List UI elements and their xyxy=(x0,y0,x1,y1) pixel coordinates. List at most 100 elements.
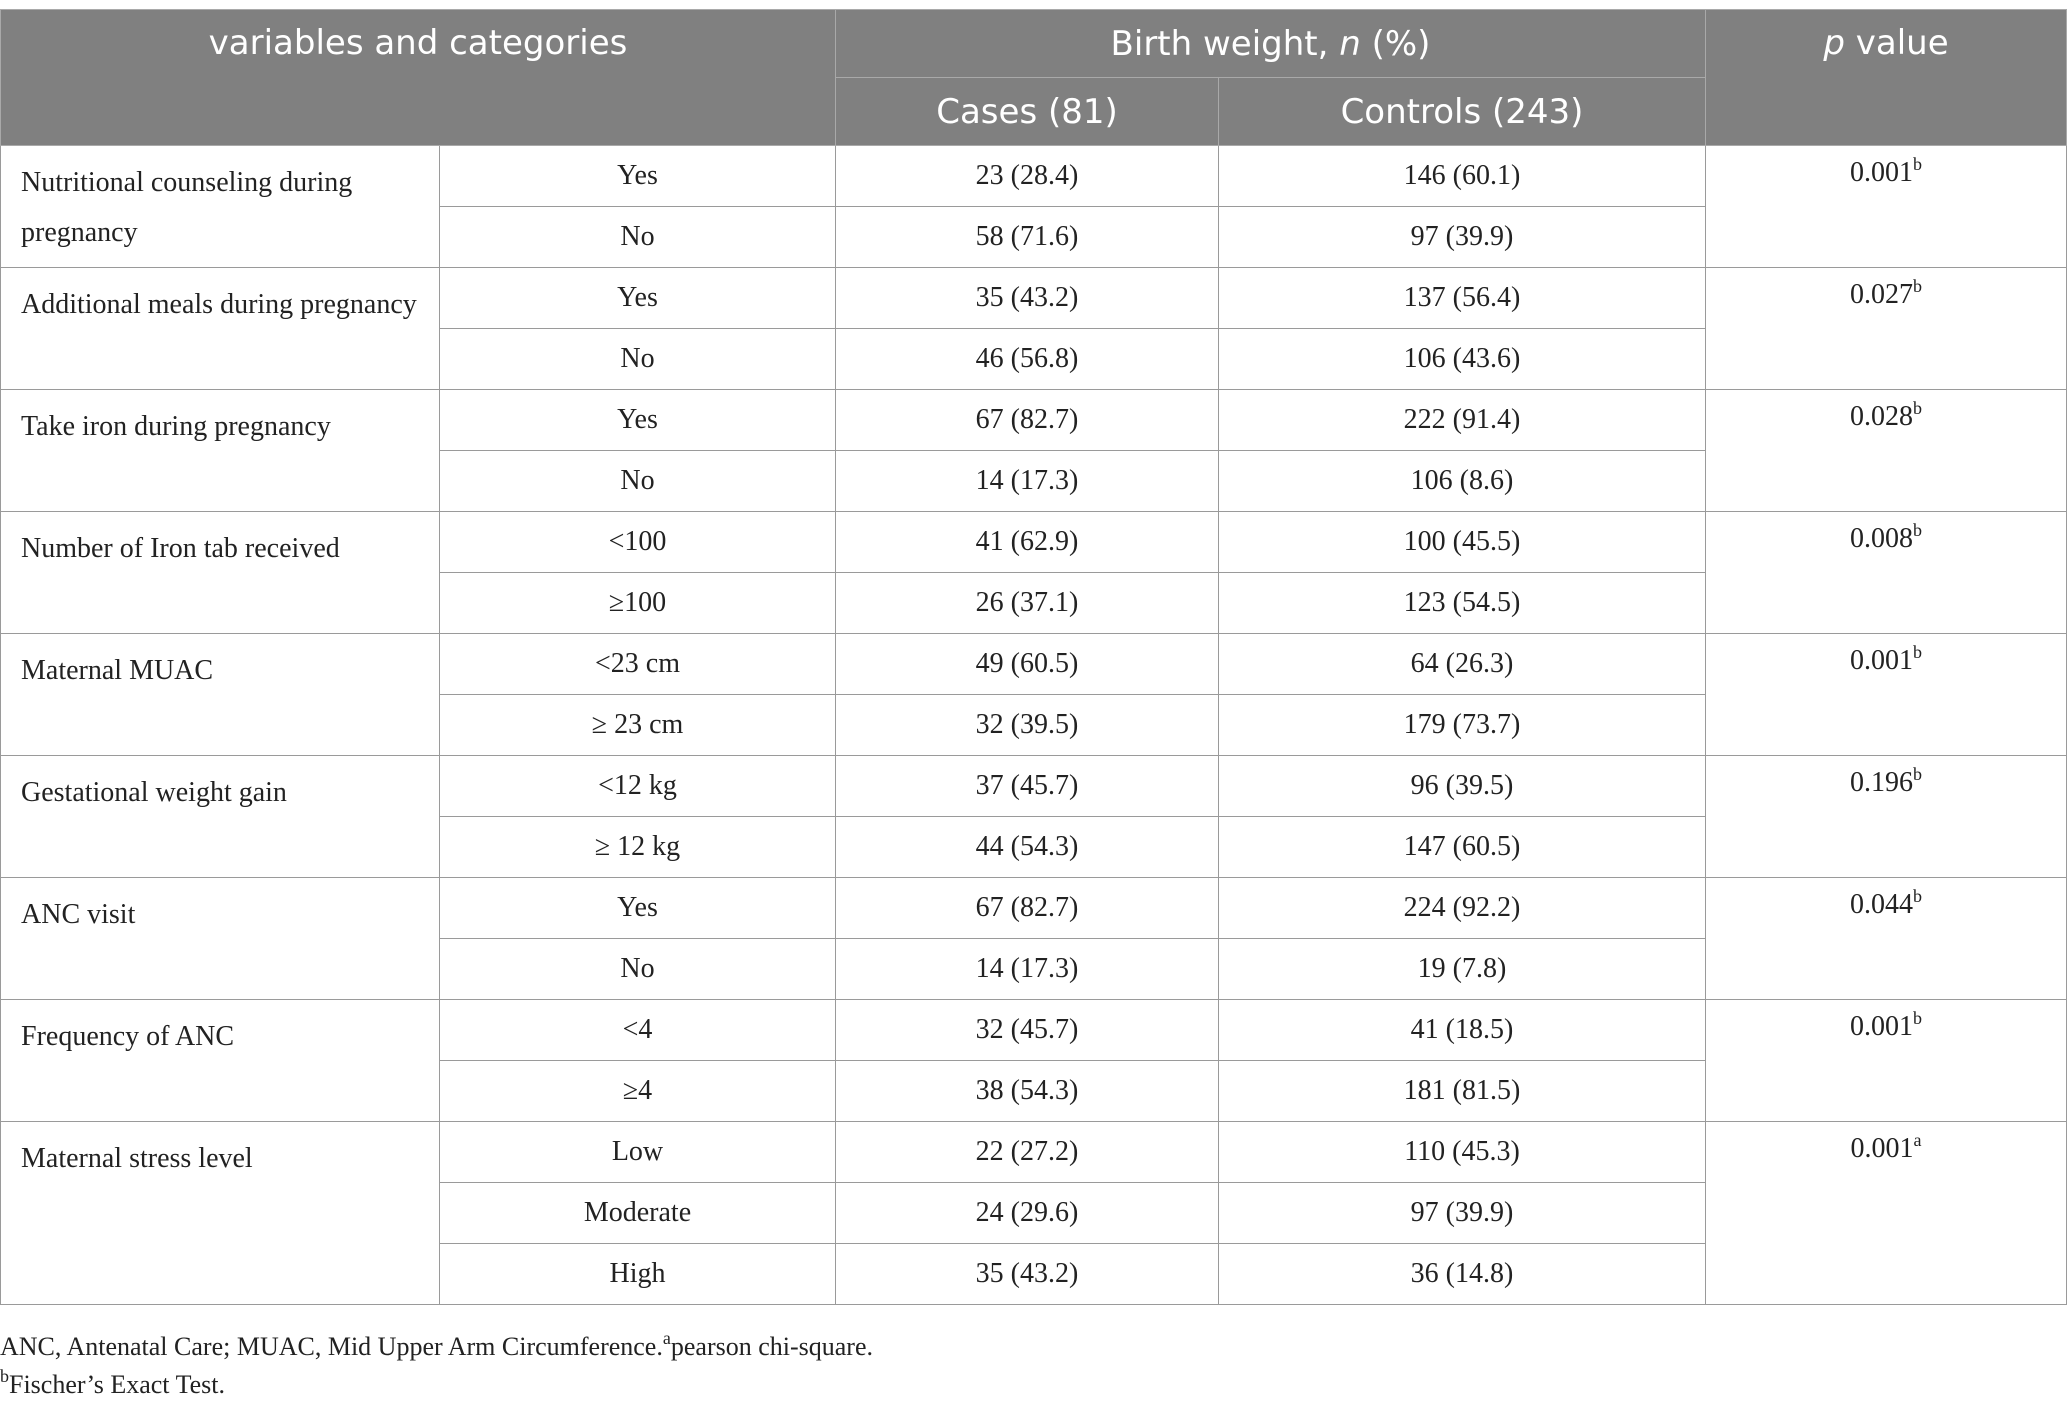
controls-cell: 224 (92.2) xyxy=(1218,877,1706,939)
table-row: ANC visit Yes 67 (82.7) 224 (92.2) 0.044b xyxy=(0,877,2067,1000)
cases-cell: 58 (71.6) xyxy=(835,206,1219,268)
cases-cell: 24 (29.6) xyxy=(835,1182,1219,1244)
table-row: No 58 (71.6) 97 (39.9) xyxy=(1,206,2067,268)
category-cell: <100 xyxy=(439,511,836,573)
footnote-fischer: bFischer’s Exact Test. xyxy=(0,1366,226,1399)
controls-cell: 97 (39.9) xyxy=(1218,1182,1706,1244)
category-cell: Yes xyxy=(439,267,836,329)
p-value-cell: 0.028b xyxy=(1705,389,2067,512)
table-row: Moderate 24 (29.6) 97 (39.9) xyxy=(1,1182,2067,1244)
cases-cell: 67 (82.7) xyxy=(835,389,1219,451)
category-cell: Yes xyxy=(439,145,836,207)
variable-name: Maternal MUAC xyxy=(0,633,440,756)
p-value-cell: 0.008b xyxy=(1705,511,2067,634)
category-cell: Moderate xyxy=(439,1182,836,1244)
variable-name: Frequency of ANC xyxy=(0,999,440,1122)
header-controls: Controls (243) xyxy=(1218,77,1706,146)
cases-cell: 26 (37.1) xyxy=(835,572,1219,634)
table-row: Maternal stress level Low 22 (27.2) 110 (45… xyxy=(0,1121,2067,1305)
cases-cell: 14 (17.3) xyxy=(835,450,1219,512)
controls-cell: 96 (39.5) xyxy=(1218,755,1706,817)
table-row: ≥4 38 (54.3) 181 (81.5) xyxy=(1,1060,2067,1122)
table-footnotes: ANC, Antenatal Care; MUAC, Mid Upper Arm… xyxy=(0,1328,873,1404)
cases-cell: 35 (43.2) xyxy=(835,1243,1219,1305)
cases-cell: 32 (39.5) xyxy=(835,694,1219,756)
cases-cell: 41 (62.9) xyxy=(835,511,1219,573)
table-row: ≥ 23 cm 32 (39.5) 179 (73.7) xyxy=(1,694,2067,756)
cases-cell: 23 (28.4) xyxy=(835,145,1219,207)
controls-cell: 36 (14.8) xyxy=(1218,1243,1706,1305)
controls-cell: 123 (54.5) xyxy=(1218,572,1706,634)
controls-cell: 222 (91.4) xyxy=(1218,389,1706,451)
cases-cell: 44 (54.3) xyxy=(835,816,1219,878)
p-value-cell: 0.001b xyxy=(1705,633,2067,756)
variable-name: Maternal stress level xyxy=(0,1121,440,1305)
controls-cell: 181 (81.5) xyxy=(1218,1060,1706,1122)
category-cell: Yes xyxy=(439,389,836,451)
controls-cell: 64 (26.3) xyxy=(1218,633,1706,695)
table-row: High 35 (43.2) 36 (14.8) xyxy=(1,1243,2067,1305)
cases-cell: 32 (45.7) xyxy=(835,999,1219,1061)
category-cell: Yes xyxy=(439,877,836,939)
table-row: Frequency of ANC <4 32 (45.7) 41 (18.5) 0.00… xyxy=(0,999,2067,1122)
p-value-cell: 0.001a xyxy=(1705,1121,2067,1305)
category-cell: High xyxy=(439,1243,836,1305)
category-cell: <12 kg xyxy=(439,755,836,817)
cases-cell: 49 (60.5) xyxy=(835,633,1219,695)
cases-cell: 67 (82.7) xyxy=(835,877,1219,939)
controls-cell: 110 (45.3) xyxy=(1218,1121,1706,1183)
cases-cell: 14 (17.3) xyxy=(835,938,1219,1000)
header-cases: Cases (81) xyxy=(835,77,1219,146)
controls-cell: 106 (43.6) xyxy=(1218,328,1706,390)
table-row: ≥ 12 kg 44 (54.3) 147 (60.5) xyxy=(1,816,2067,878)
category-cell: Low xyxy=(439,1121,836,1183)
header-p-value: p value xyxy=(1705,9,2067,146)
category-cell: ≥4 xyxy=(439,1060,836,1122)
cases-cell: 38 (54.3) xyxy=(835,1060,1219,1122)
controls-cell: 106 (8.6) xyxy=(1218,450,1706,512)
category-cell: <4 xyxy=(439,999,836,1061)
category-cell: ≥ 23 cm xyxy=(439,694,836,756)
controls-cell: 19 (7.8) xyxy=(1218,938,1706,1000)
p-value-cell: 0.001b xyxy=(1705,145,2067,268)
cases-cell: 35 (43.2) xyxy=(835,267,1219,329)
category-cell: No xyxy=(439,450,836,512)
p-value-cell: 0.044b xyxy=(1705,877,2067,1000)
controls-cell: 146 (60.1) xyxy=(1218,145,1706,207)
table-row: Additional meals during pregnancy Yes 35 (… xyxy=(0,267,2067,390)
table-row: Nutritional counseling during pregnancy Y… xyxy=(0,145,2067,268)
variable-name: Nutritional counseling during pregnancy xyxy=(0,145,440,268)
controls-cell: 100 (45.5) xyxy=(1218,511,1706,573)
category-cell: No xyxy=(439,328,836,390)
category-cell: ≥100 xyxy=(439,572,836,634)
category-cell: No xyxy=(439,938,836,1000)
variable-name: ANC visit xyxy=(0,877,440,1000)
header-birth-weight: Birth weight, n (%) xyxy=(835,9,1706,78)
p-value-cell: 0.027b xyxy=(1705,267,2067,390)
variable-name: Number of Iron tab received xyxy=(0,511,440,634)
p-value-cell: 0.196b xyxy=(1705,755,2067,878)
variable-name: Additional meals during pregnancy xyxy=(0,267,440,390)
controls-cell: 147 (60.5) xyxy=(1218,816,1706,878)
table-row: Gestational weight gain <12 kg 37 (45.7) 96… xyxy=(0,755,2067,878)
category-cell: ≥ 12 kg xyxy=(439,816,836,878)
table-row: No 14 (17.3) 19 (7.8) xyxy=(1,938,2067,1000)
controls-cell: 179 (73.7) xyxy=(1218,694,1706,756)
cases-cell: 37 (45.7) xyxy=(835,755,1219,817)
category-cell: <23 cm xyxy=(439,633,836,695)
variable-name: Gestational weight gain xyxy=(0,755,440,878)
p-value-cell: 0.001b xyxy=(1705,999,2067,1122)
table-row: Maternal MUAC <23 cm 49 (60.5) 64 (26.3) 0.0… xyxy=(0,633,2067,756)
table-row: Take iron during pregnancy Yes 67 (82.7) 22… xyxy=(0,389,2067,512)
cases-cell: 46 (56.8) xyxy=(835,328,1219,390)
data-table: variables and categories Birth weight, n… xyxy=(0,9,2067,1305)
table-row: ≥100 26 (37.1) 123 (54.5) xyxy=(1,572,2067,634)
category-cell: No xyxy=(439,206,836,268)
header-variables: variables and categories xyxy=(0,9,836,146)
cases-cell: 22 (27.2) xyxy=(835,1121,1219,1183)
controls-cell: 97 (39.9) xyxy=(1218,206,1706,268)
table-row: Number of Iron tab received <100 41 (62.9)… xyxy=(0,511,2067,634)
controls-cell: 41 (18.5) xyxy=(1218,999,1706,1061)
footnote-abbreviations: ANC, Antenatal Care; MUAC, Mid Upper Arm… xyxy=(0,1328,873,1361)
variable-name: Take iron during pregnancy xyxy=(0,389,440,512)
